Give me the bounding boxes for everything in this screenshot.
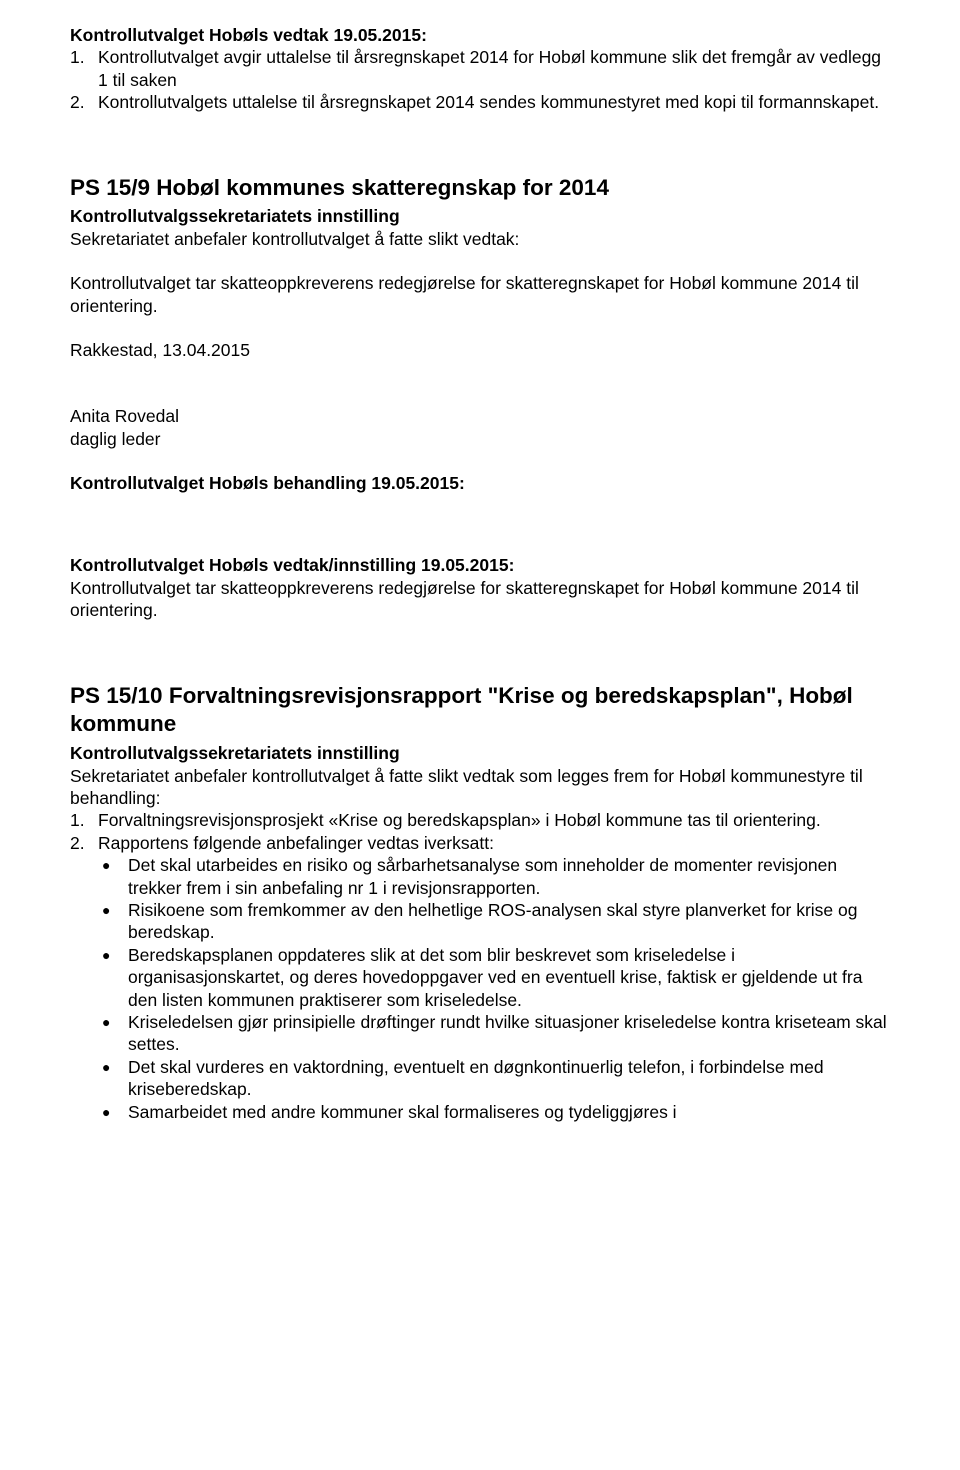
- author-name: Anita Rovedal: [70, 405, 890, 427]
- bullet-list: ● Det skal utarbeides en risiko og sårba…: [70, 854, 890, 1123]
- bullet-icon: ●: [102, 1056, 128, 1078]
- list-item: ● Beredskapsplanen oppdateres slik at de…: [70, 944, 890, 1011]
- list-text: Kontrollutvalgets uttalelse til årsregns…: [98, 91, 890, 113]
- innstilling-subheading: Kontrollutvalgssekretariatets innstillin…: [70, 205, 890, 227]
- bullet-icon: ●: [102, 854, 128, 876]
- list-item: ● Det skal utarbeides en risiko og sårba…: [70, 854, 890, 899]
- section-heading-ps159: PS 15/9 Hobøl kommunes skatteregnskap fo…: [70, 174, 890, 203]
- body-text: Sekretariatet anbefaler kontrollutvalget…: [70, 765, 890, 810]
- list-item: 1. Kontrollutvalget avgir uttalelse til …: [70, 46, 890, 91]
- list-text: Samarbeidet med andre kommuner skal form…: [128, 1101, 890, 1123]
- list-number: 1.: [70, 809, 98, 831]
- list-text: Det skal vurderes en vaktordning, eventu…: [128, 1056, 890, 1101]
- body-text: Kontrollutvalget tar skatteoppkreverens …: [70, 272, 890, 317]
- bullet-icon: ●: [102, 1011, 128, 1033]
- list-number: 1.: [70, 46, 98, 68]
- list-number: 2.: [70, 91, 98, 113]
- behandling-heading: Kontrollutvalget Hobøls behandling 19.05…: [70, 472, 890, 494]
- list-text: Rapportens følgende anbefalinger vedtas …: [98, 832, 890, 854]
- list-text: Kriseledelsen gjør prinsipielle drøfting…: [128, 1011, 890, 1056]
- bullet-icon: ●: [102, 1101, 128, 1123]
- list-text: Beredskapsplanen oppdateres slik at det …: [128, 944, 890, 1011]
- list-item: ● Det skal vurderes en vaktordning, even…: [70, 1056, 890, 1101]
- bullet-icon: ●: [102, 944, 128, 966]
- section-heading-ps1510: PS 15/10 Forvaltningsrevisjonsrapport "K…: [70, 682, 890, 740]
- body-text: Kontrollutvalget tar skatteoppkreverens …: [70, 577, 890, 622]
- innstilling-subheading: Kontrollutvalgssekretariatets innstillin…: [70, 742, 890, 764]
- list-item: 1. Forvaltningsrevisjonsprosjekt «Krise …: [70, 809, 890, 831]
- vedtak-list: 1. Kontrollutvalget avgir uttalelse til …: [70, 46, 890, 113]
- list-item: ● Samarbeidet med andre kommuner skal fo…: [70, 1101, 890, 1123]
- vedtak-heading: Kontrollutvalget Hobøls vedtak 19.05.201…: [70, 24, 890, 46]
- list-item: 2. Kontrollutvalgets uttalelse til årsre…: [70, 91, 890, 113]
- list-item: ● Risikoene som fremkommer av den helhet…: [70, 899, 890, 944]
- body-text: Sekretariatet anbefaler kontrollutvalget…: [70, 228, 890, 250]
- vedtak-list: 1. Forvaltningsrevisjonsprosjekt «Krise …: [70, 809, 890, 854]
- list-text: Risikoene som fremkommer av den helhetli…: [128, 899, 890, 944]
- list-item: ● Kriseledelsen gjør prinsipielle drøfti…: [70, 1011, 890, 1056]
- bullet-icon: ●: [102, 899, 128, 921]
- list-number: 2.: [70, 832, 98, 854]
- list-item: 2. Rapportens følgende anbefalinger vedt…: [70, 832, 890, 854]
- list-text: Forvaltningsrevisjonsprosjekt «Krise og …: [98, 809, 890, 831]
- author-title: daglig leder: [70, 428, 890, 450]
- vedtak-innstilling-heading: Kontrollutvalget Hobøls vedtak/innstilli…: [70, 554, 890, 576]
- list-text: Det skal utarbeides en risiko og sårbarh…: [128, 854, 890, 899]
- date-line: Rakkestad, 13.04.2015: [70, 339, 890, 361]
- list-text: Kontrollutvalget avgir uttalelse til års…: [98, 46, 890, 91]
